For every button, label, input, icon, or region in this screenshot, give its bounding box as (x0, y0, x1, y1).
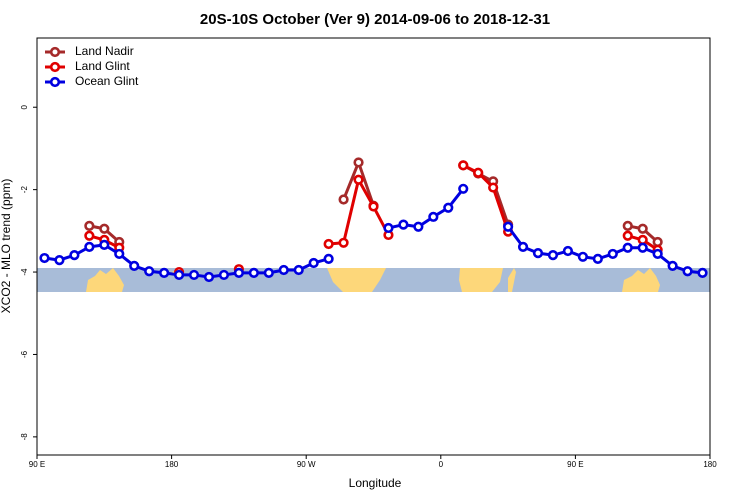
chart-title: 20S-10S October (Ver 9) 2014-09-06 to 20… (200, 11, 550, 28)
point (308, 257, 319, 269)
point (652, 236, 663, 248)
point (114, 248, 125, 260)
land-shape (508, 268, 516, 292)
y-tick-label: -2 (20, 186, 29, 194)
y-tick-label: -6 (20, 350, 29, 358)
land-shape (327, 268, 386, 292)
point (592, 253, 603, 264)
point (458, 160, 469, 171)
map-strip (37, 268, 710, 292)
point (323, 253, 334, 264)
y-tick-label: 0 (20, 104, 29, 109)
point (188, 269, 200, 281)
point (547, 250, 559, 261)
point (458, 183, 469, 194)
point (622, 220, 633, 231)
legend-label: Land Glint (75, 59, 130, 73)
x-axis-label: Longitude (349, 476, 402, 490)
point (54, 254, 65, 266)
legend-marker (49, 76, 61, 88)
point (84, 230, 95, 241)
land-shape (86, 268, 124, 292)
point (622, 230, 633, 241)
point (39, 252, 50, 264)
point (428, 211, 439, 222)
point (99, 239, 110, 250)
point (503, 221, 514, 232)
point (84, 220, 95, 231)
point (607, 248, 618, 260)
point (218, 269, 230, 281)
point (338, 237, 349, 248)
point (278, 264, 289, 276)
legend-marker (49, 46, 61, 58)
point (637, 223, 648, 234)
point (293, 264, 304, 276)
point (323, 238, 334, 250)
y-tick-label: -8 (20, 433, 29, 441)
point (353, 157, 364, 168)
point (637, 234, 648, 246)
point (562, 245, 574, 257)
point (622, 242, 633, 253)
point (353, 174, 364, 185)
point (383, 222, 394, 234)
point (517, 241, 529, 253)
legend-marker (49, 61, 61, 73)
x-tick-label: 90 E (29, 460, 45, 469)
point (637, 242, 648, 253)
x-tick-label: 0 (439, 460, 444, 469)
point (144, 266, 155, 277)
point (532, 247, 544, 259)
point (652, 248, 663, 260)
point (398, 219, 409, 230)
point (682, 266, 693, 277)
point (338, 194, 349, 205)
point (443, 202, 454, 213)
x-tick-label: 180 (165, 460, 179, 469)
point (203, 271, 215, 283)
land-shape (459, 268, 503, 292)
legend-label: Land Nadir (75, 44, 134, 58)
point (263, 267, 274, 278)
point (159, 267, 170, 278)
plot-frame (36, 37, 711, 456)
point (233, 267, 244, 278)
x-tick-label: 90 W (297, 460, 316, 469)
point (667, 260, 678, 271)
land-shape (622, 268, 660, 292)
point (173, 269, 185, 281)
point (577, 251, 588, 262)
point (69, 250, 80, 261)
point (697, 267, 708, 278)
point (413, 221, 424, 232)
point (99, 223, 110, 234)
point (84, 241, 95, 253)
point (248, 267, 259, 278)
point (368, 201, 379, 212)
point (473, 167, 484, 178)
y-axis-label: XCO2 - MLO trend (ppm) (0, 179, 13, 314)
legend-label: Ocean Glint (75, 74, 139, 88)
y-tick-label: -4 (20, 268, 29, 276)
x-tick-label: 180 (703, 460, 717, 469)
x-tick-label: 90 E (567, 460, 583, 469)
point (129, 260, 140, 271)
point (488, 182, 499, 193)
